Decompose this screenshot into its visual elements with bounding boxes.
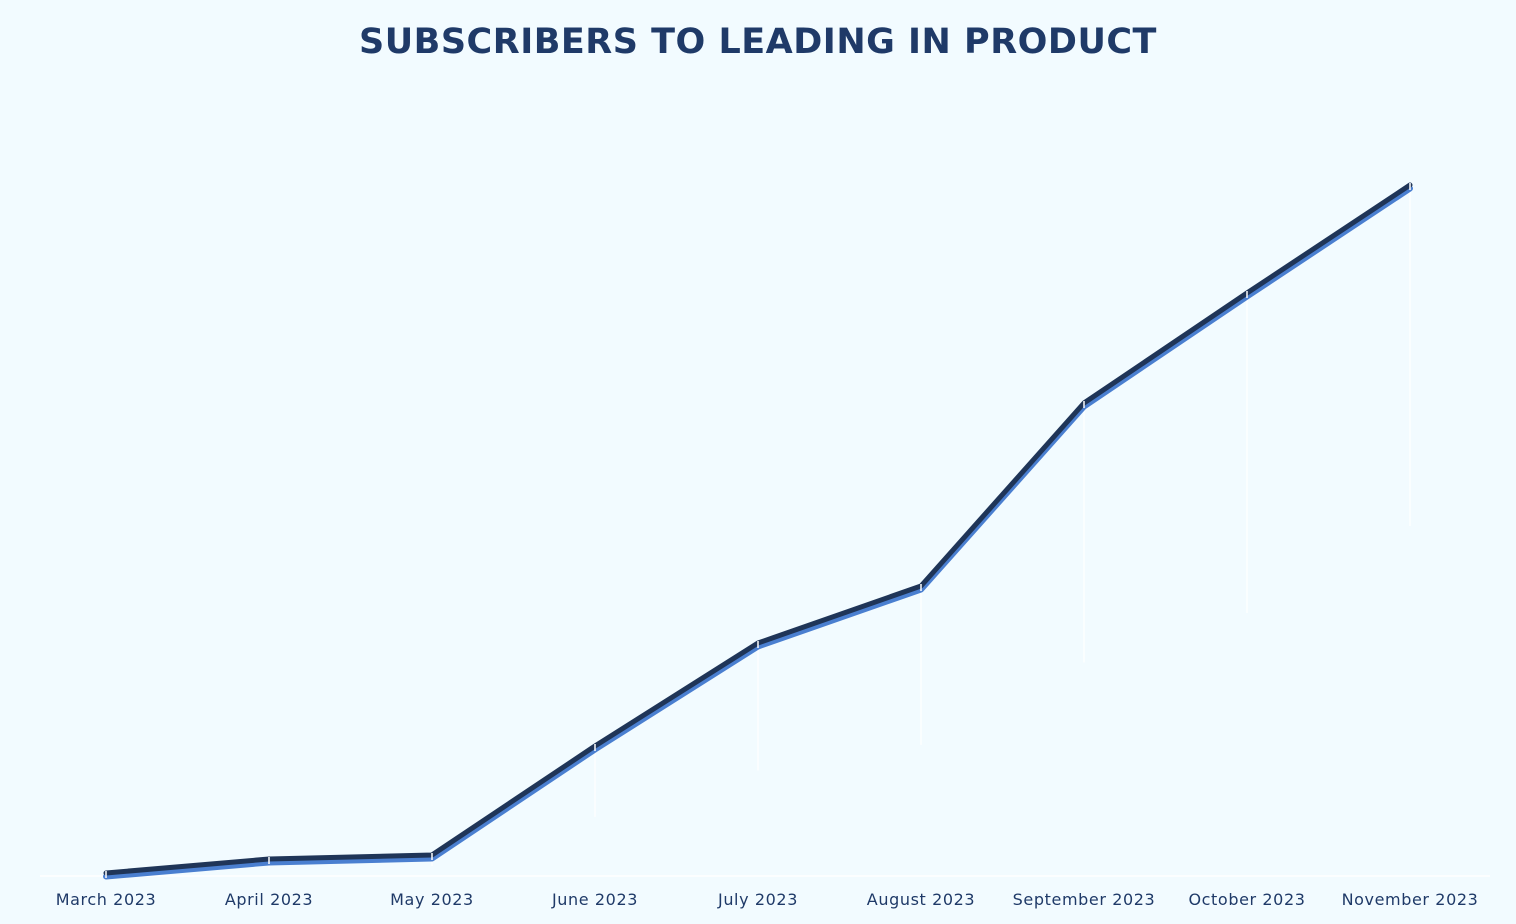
x-tick-label: April 2023 — [225, 890, 313, 909]
x-tick-label: March 2023 — [56, 890, 157, 909]
chart-title: SUBSCRIBERS TO LEADING IN PRODUCT — [359, 22, 1157, 62]
x-tick-label: September 2023 — [1013, 890, 1156, 909]
x-tick-label: November 2023 — [1342, 890, 1479, 909]
x-tick-labels: March 2023 April 2023 May 2023 June 2023 Jul… — [56, 890, 1479, 909]
series-line-highlight — [103, 185, 1413, 880]
x-tick-label: June 2023 — [551, 890, 638, 909]
x-tick-label: August 2023 — [867, 890, 975, 909]
drop-lines — [268, 186, 1411, 868]
x-tick-label: July 2023 — [717, 890, 798, 909]
series-group — [103, 182, 1413, 880]
x-tick-label: May 2023 — [390, 890, 474, 909]
x-tick-label: October 2023 — [1188, 890, 1305, 909]
